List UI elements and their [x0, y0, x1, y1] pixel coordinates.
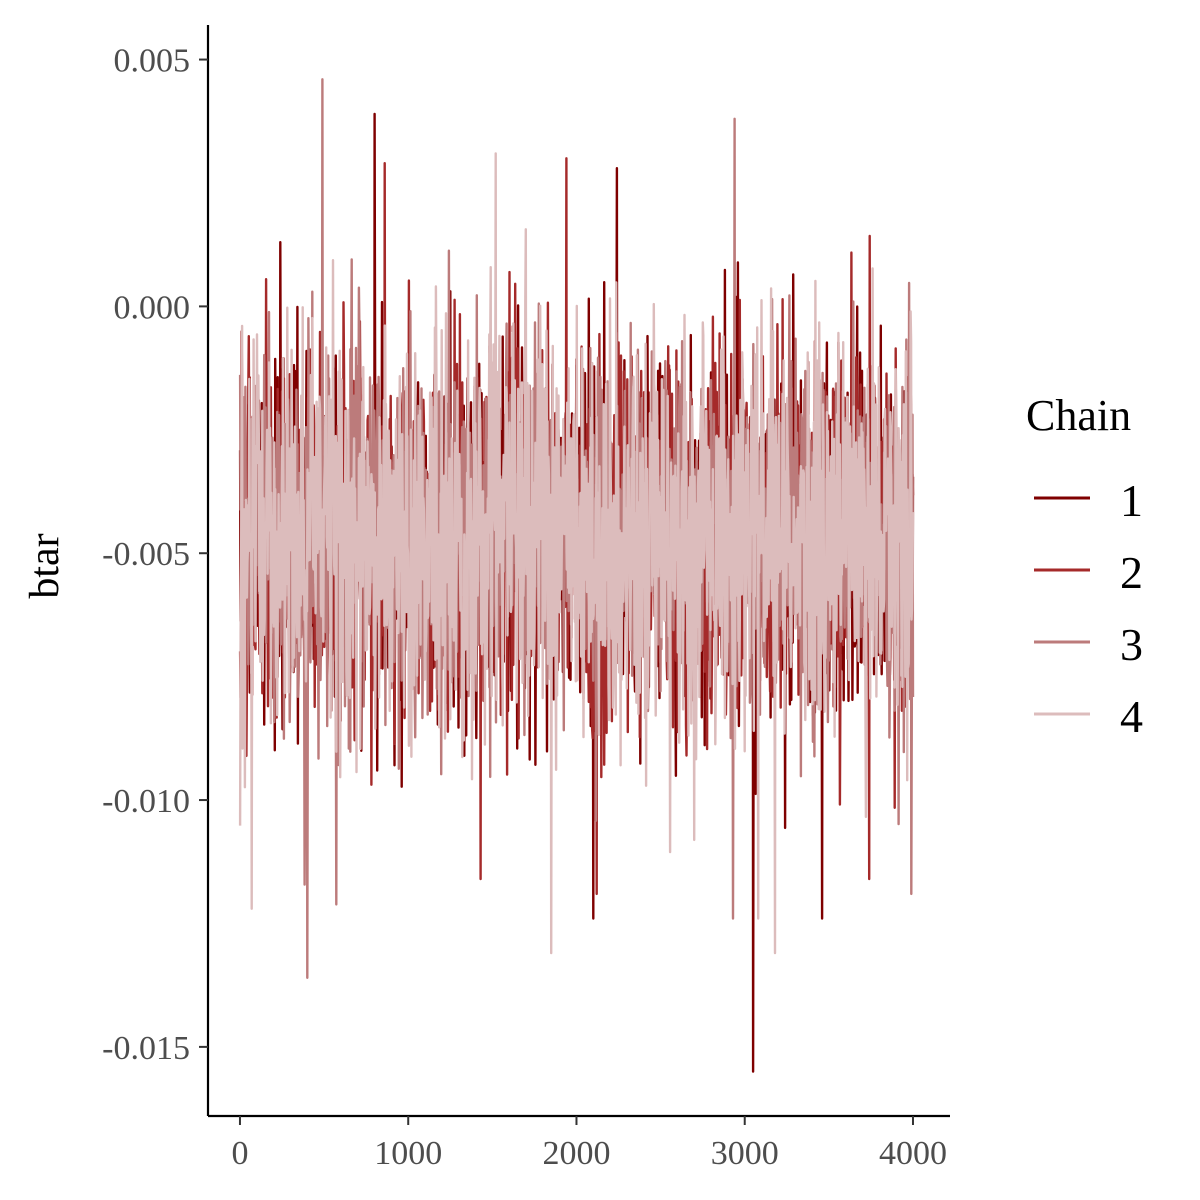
- legend: Chain 1 2 3 4: [1026, 391, 1143, 742]
- legend-label-chain-3: 3: [1120, 619, 1143, 670]
- x-tick-label: 2000: [542, 1135, 610, 1172]
- x-tick-label: 0: [231, 1135, 248, 1172]
- plot-area: [238, 78, 915, 1073]
- x-tick-label: 1000: [374, 1135, 442, 1172]
- x-tick-label: 4000: [879, 1135, 947, 1172]
- y-tick-label: 0.000: [114, 289, 191, 326]
- y-tick-label: -0.005: [102, 536, 190, 573]
- y-axis-title: btar: [22, 533, 68, 598]
- x-tick-label: 3000: [711, 1135, 779, 1172]
- axes: 0.005 0.000 -0.005 -0.010 -0.015 0 1000 2000 300…: [102, 25, 950, 1172]
- y-tick-label: 0.005: [114, 43, 191, 80]
- series-line-chain-4: [238, 152, 915, 955]
- legend-label-chain-1: 1: [1120, 475, 1143, 526]
- legend-label-chain-4: 4: [1120, 691, 1143, 742]
- y-tick-label: -0.010: [102, 783, 190, 820]
- y-tick-label: -0.015: [102, 1030, 190, 1067]
- legend-title: Chain: [1026, 391, 1131, 440]
- legend-label-chain-2: 2: [1120, 547, 1143, 598]
